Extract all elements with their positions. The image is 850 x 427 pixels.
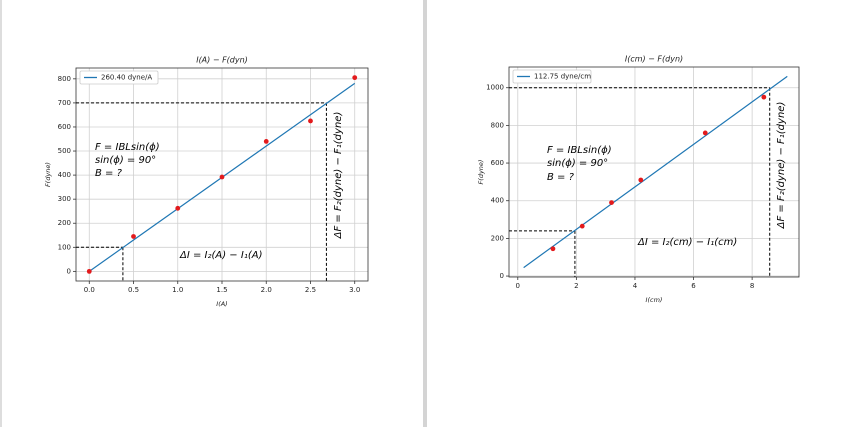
x-tick-label: 0.0 xyxy=(84,286,95,294)
x-tick-label: 2.0 xyxy=(261,286,272,294)
legend-box xyxy=(79,70,159,85)
data-point xyxy=(638,177,644,183)
y-tick-label: 0 xyxy=(500,272,504,280)
y-tick-label: 200 xyxy=(58,219,71,227)
x-tick-label: 1.5 xyxy=(216,286,227,294)
x-tick-label: 8 xyxy=(750,282,754,290)
x-axis-label: I(cm) xyxy=(646,296,663,304)
plot-frame xyxy=(75,67,369,282)
data-point xyxy=(175,205,181,211)
legend-label: 260.40 dyne/A xyxy=(101,74,152,82)
y-tick-label: 400 xyxy=(491,197,504,205)
x-tick-label: 4 xyxy=(633,282,638,290)
delta-f-label: ΔF = F₂(dyne) − F₁(dyne) xyxy=(333,112,344,240)
formula-text: B = ? xyxy=(547,172,575,183)
y-axis-label: F(dyne) xyxy=(44,162,52,187)
y-tick-label: 100 xyxy=(58,243,71,251)
y-tick-label: 300 xyxy=(58,195,71,203)
y-tick-label: 600 xyxy=(58,123,71,131)
x-tick-label: 3.0 xyxy=(349,286,360,294)
plot-frame xyxy=(508,66,800,278)
data-point xyxy=(263,139,269,144)
y-tick-label: 600 xyxy=(491,159,504,167)
chart-1: I(cm) − F(dyn) I(cm) F(dyne) 0 2 4 6 8 0 200 400 60… xyxy=(477,55,800,304)
data-point xyxy=(609,200,614,206)
data-point xyxy=(352,75,358,81)
x-tick-label: 0.5 xyxy=(128,286,139,294)
delta-f-label: ΔF = F₂(dyne) − F₁(dyne) xyxy=(776,102,787,230)
y-axis-label: F(dyne) xyxy=(477,160,485,185)
data-point xyxy=(702,130,708,136)
y-tick-label: 400 xyxy=(58,171,71,179)
y-tick-label: 800 xyxy=(58,75,71,83)
x-tick-label: 1.0 xyxy=(172,286,183,294)
legend-label: 112.75 dyne/cm xyxy=(534,73,591,81)
data-point xyxy=(219,174,225,180)
data-point xyxy=(86,268,92,274)
formula-text: F = IBLsin(ϕ) xyxy=(95,142,160,153)
x-tick-label: 0 xyxy=(516,282,520,290)
data-point xyxy=(550,246,556,252)
data-point xyxy=(761,94,767,100)
fit-line xyxy=(523,75,788,269)
chart-title: I(A) − F(dyn) xyxy=(196,56,248,65)
x-tick-label: 2.5 xyxy=(305,286,316,294)
y-tick-label: 700 xyxy=(58,99,71,107)
x-tick-label: 2 xyxy=(574,282,578,290)
y-tick-label: 500 xyxy=(58,147,71,155)
data-point xyxy=(579,223,585,229)
page-divider xyxy=(423,0,427,427)
formula-text: F = IBLsin(ϕ) xyxy=(547,145,612,156)
formula-text: sin(ϕ) = 90° xyxy=(547,158,608,169)
chart-title: I(cm) − F(dyn) xyxy=(625,55,683,64)
legend-box xyxy=(512,69,592,84)
x-tick-label: 6 xyxy=(691,282,696,290)
y-tick-label: 800 xyxy=(491,121,504,129)
delta-i-label: ΔI = I₂(A) − I₁(A) xyxy=(179,250,262,261)
chart-0: I(A) − F(dyn) I(A) F(dyne) 0.0 0.5 1.0 1.5 2.0 2… xyxy=(44,56,369,308)
x-axis-label: I(A) xyxy=(216,300,227,308)
data-point xyxy=(131,234,136,239)
y-tick-label: 200 xyxy=(491,234,504,242)
y-tick-label: 1000 xyxy=(486,84,504,92)
data-point xyxy=(308,118,313,124)
formula-text: B = ? xyxy=(95,168,123,179)
left-edge xyxy=(0,0,2,427)
y-tick-label: 0 xyxy=(67,267,71,275)
delta-i-label: ΔI = I₂(cm) − I₁(cm) xyxy=(637,237,737,248)
formula-text: sin(ϕ) = 90° xyxy=(95,155,156,166)
